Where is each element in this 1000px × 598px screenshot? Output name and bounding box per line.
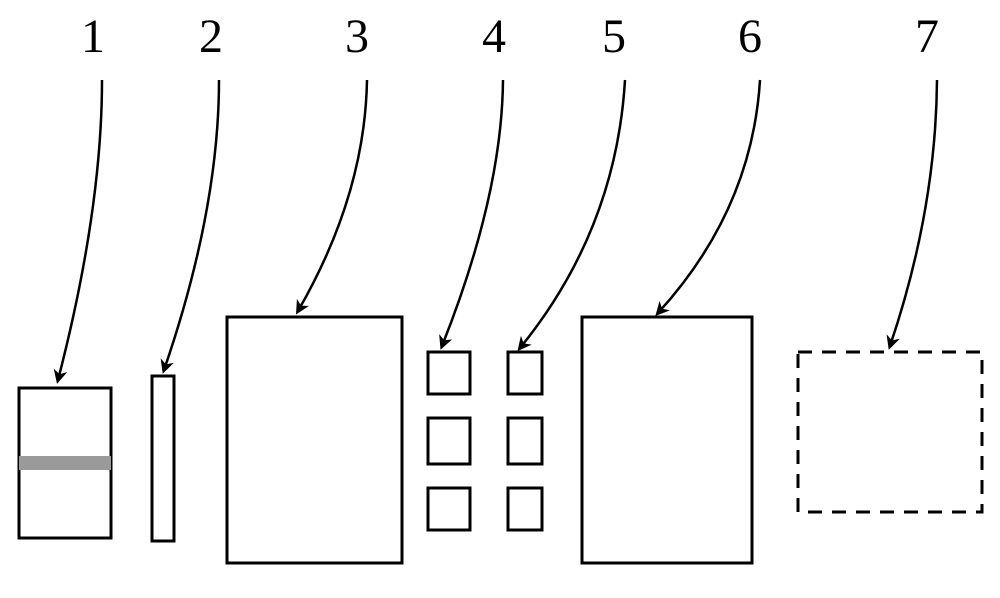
component-4-box-1 (428, 352, 470, 394)
callout-label-5: 5 (602, 10, 626, 63)
leader-arrow-3 (298, 80, 367, 311)
callout-label-4: 4 (482, 10, 506, 63)
leader-arrow-7 (890, 80, 937, 346)
leader-arrow-6 (658, 80, 760, 313)
component-2-box (152, 376, 174, 541)
callout-label-6: 6 (738, 10, 762, 63)
callout-label-2: 2 (199, 10, 223, 63)
component-7-box-dashed (798, 352, 982, 512)
component-3-box (227, 317, 402, 563)
diagram-canvas: 1 2 3 4 5 6 7 (0, 0, 1000, 598)
component-5-box-2 (508, 418, 542, 464)
leader-arrow-4 (442, 80, 503, 346)
callout-label-7: 7 (915, 10, 939, 63)
component-6-box (582, 317, 752, 563)
callout-label-1: 1 (81, 10, 105, 63)
component-5-box-1 (508, 352, 542, 394)
leader-arrow-5 (520, 80, 625, 348)
component-4-box-2 (428, 418, 470, 464)
leader-arrow-1 (58, 80, 102, 380)
component-1-stripe (19, 456, 111, 470)
leader-arrow-2 (164, 80, 219, 370)
component-4-box-3 (428, 488, 470, 530)
component-5-box-3 (508, 488, 542, 530)
callout-label-3: 3 (345, 10, 369, 63)
